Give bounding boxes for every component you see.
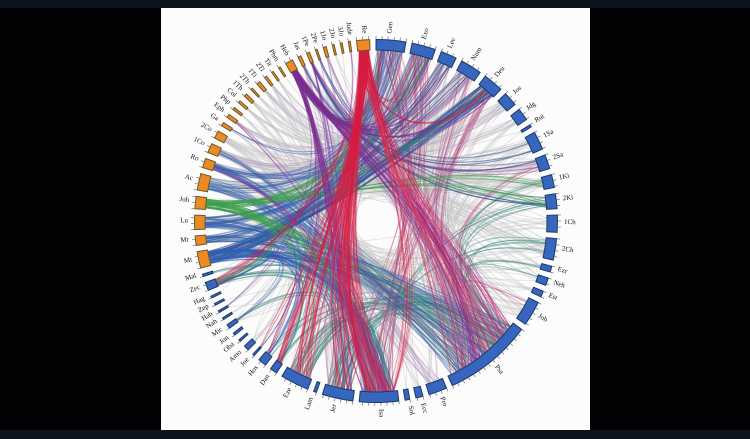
svg-text:Mt: Mt — [183, 255, 193, 265]
svg-text:Jude: Jude — [344, 21, 354, 35]
svg-text:1Sa: 1Sa — [542, 127, 556, 139]
svg-text:Jdg: Jdg — [525, 100, 538, 112]
svg-text:Lam: Lam — [303, 396, 315, 411]
svg-text:Eze: Eze — [281, 386, 293, 399]
svg-text:Heb: Heb — [278, 43, 291, 58]
svg-text:Re: Re — [360, 25, 369, 33]
svg-text:Sol: Sol — [407, 405, 417, 416]
svg-text:1Jo: 1Jo — [318, 30, 329, 42]
svg-text:3Jo: 3Jo — [336, 26, 346, 38]
svg-text:2Ch: 2Ch — [561, 244, 574, 254]
svg-text:Deu: Deu — [493, 64, 507, 78]
svg-text:Joe: Joe — [238, 356, 250, 368]
svg-text:1Pe: 1Pe — [300, 35, 311, 48]
svg-text:Joh: Joh — [179, 195, 190, 204]
svg-text:Psa: Psa — [493, 363, 506, 376]
svg-text:Job: Job — [537, 312, 550, 324]
svg-text:Ac: Ac — [184, 173, 194, 183]
svg-text:2Co: 2Co — [199, 121, 214, 134]
svg-text:2Sa: 2Sa — [552, 150, 565, 161]
svg-text:2Pe: 2Pe — [309, 32, 320, 45]
svg-text:Est: Est — [547, 291, 558, 302]
svg-text:1Co: 1Co — [192, 135, 206, 147]
svg-text:2Ki: 2Ki — [562, 193, 573, 202]
svg-text:Ro: Ro — [190, 152, 201, 162]
svg-text:Gen: Gen — [385, 21, 394, 34]
svg-text:Jer: Jer — [329, 403, 339, 413]
svg-text:Lu: Lu — [180, 216, 188, 224]
svg-text:Jas: Jas — [291, 40, 302, 51]
svg-text:Dan: Dan — [258, 372, 271, 387]
svg-text:Mr: Mr — [180, 235, 190, 244]
svg-text:Tit: Tit — [263, 57, 274, 68]
svg-text:Exo: Exo — [420, 27, 431, 40]
svg-text:Jos: Jos — [511, 84, 523, 96]
svg-text:2Jo: 2Jo — [327, 27, 337, 39]
svg-text:Hos: Hos — [246, 364, 259, 378]
svg-text:Num: Num — [469, 45, 483, 62]
svg-text:Lev: Lev — [446, 36, 458, 50]
svg-text:Isa: Isa — [377, 409, 385, 418]
svg-text:Rut: Rut — [533, 112, 546, 124]
svg-text:Ecc: Ecc — [419, 402, 429, 414]
svg-text:Ga: Ga — [209, 111, 221, 123]
svg-text:Zec: Zec — [189, 283, 202, 294]
svg-text:1Ki: 1Ki — [558, 171, 570, 181]
svg-text:Ezr: Ezr — [557, 265, 569, 275]
svg-text:Mal: Mal — [184, 271, 197, 282]
svg-text:1Ch: 1Ch — [564, 218, 576, 226]
svg-text:Neh: Neh — [552, 278, 566, 290]
svg-text:Pro: Pro — [438, 396, 449, 408]
